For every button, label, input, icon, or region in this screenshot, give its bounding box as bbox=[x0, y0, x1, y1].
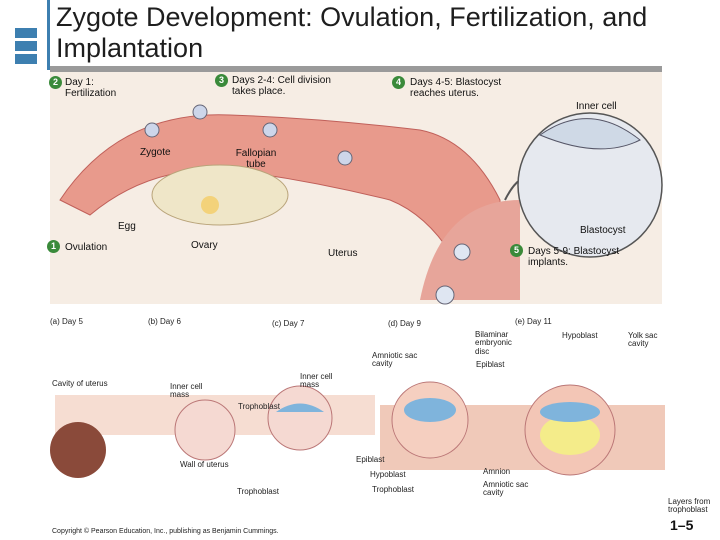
step-text: Days 2-4: Cell division takes place. bbox=[232, 75, 331, 97]
icon bbox=[15, 28, 37, 38]
follicle bbox=[201, 196, 219, 214]
step-text: Days 5-9: Blastocyst implants. bbox=[528, 246, 620, 268]
title: Zygote Development: Ovulation, Fertiliza… bbox=[56, 2, 648, 63]
inner-cell-mass bbox=[538, 118, 641, 150]
inner-mass bbox=[276, 403, 324, 412]
disc bbox=[404, 398, 456, 422]
panel-title: (e) Day 11 bbox=[515, 317, 552, 326]
icon bbox=[15, 54, 37, 64]
label: Hypoblast bbox=[370, 470, 406, 479]
label: Amniotic sac cavity bbox=[372, 351, 418, 369]
label: Inner cell mass bbox=[170, 382, 203, 400]
cell bbox=[262, 122, 278, 138]
embryo bbox=[267, 385, 333, 451]
label: Amnion bbox=[483, 467, 511, 476]
label: Zygote bbox=[140, 147, 171, 158]
blastocyst-small bbox=[435, 285, 455, 305]
icon bbox=[15, 41, 37, 51]
page-number: 1–5 bbox=[670, 517, 694, 533]
label: Wall of uterus bbox=[180, 460, 229, 469]
label: Fallopian tube bbox=[235, 148, 277, 170]
label: Uterus bbox=[328, 248, 358, 259]
label: Blastocyst bbox=[580, 225, 626, 236]
blastocyst bbox=[517, 112, 663, 258]
label: Inner cell bbox=[576, 101, 617, 112]
panel-title: (d) Day 9 bbox=[388, 319, 421, 328]
panel-title: (b) Day 6 bbox=[148, 317, 181, 326]
step-number: 3 bbox=[215, 74, 228, 87]
panel-title: (a) Day 5 bbox=[50, 317, 83, 326]
step-text: Day 1: Fertilization bbox=[65, 77, 117, 99]
step-number: 2 bbox=[49, 76, 62, 89]
label: Yolk sac cavity bbox=[628, 331, 658, 349]
label: Layers from trophoblast bbox=[668, 497, 711, 515]
amnion bbox=[540, 402, 600, 422]
label: Ovary bbox=[191, 240, 218, 251]
label: Amniotic sac cavity bbox=[483, 480, 529, 498]
embryo bbox=[50, 422, 106, 478]
step-text: Days 4-5: Blastocyst reaches uterus. bbox=[410, 77, 502, 99]
label: Hypoblast bbox=[562, 331, 598, 340]
embryo bbox=[174, 399, 236, 461]
label: Trophoblast bbox=[372, 485, 414, 494]
cell bbox=[337, 150, 353, 166]
yolk-sac bbox=[540, 415, 600, 455]
label: Bilaminar embryonic disc bbox=[475, 330, 512, 356]
label: Epiblast bbox=[476, 360, 505, 369]
panel-title: (c) Day 7 bbox=[272, 319, 305, 328]
label: Trophoblast bbox=[238, 402, 280, 411]
label: Trophoblast bbox=[237, 487, 279, 496]
copyright: Copyright © Pearson Education, Inc., pub… bbox=[52, 528, 279, 535]
label: Inner cell mass bbox=[300, 372, 333, 390]
label: Cavity of uterus bbox=[52, 379, 108, 388]
zygote bbox=[144, 122, 160, 138]
step-number: 4 bbox=[392, 76, 405, 89]
cell bbox=[192, 104, 208, 120]
ovary bbox=[151, 164, 289, 226]
label: Egg bbox=[118, 221, 136, 232]
blastocyst-small bbox=[453, 243, 471, 261]
step-number: 1 bbox=[47, 240, 60, 253]
divider bbox=[47, 0, 50, 70]
title-rule bbox=[50, 66, 662, 72]
label: Epiblast bbox=[356, 455, 385, 464]
step-number: 5 bbox=[510, 244, 523, 257]
step-text: Ovulation bbox=[65, 242, 108, 253]
